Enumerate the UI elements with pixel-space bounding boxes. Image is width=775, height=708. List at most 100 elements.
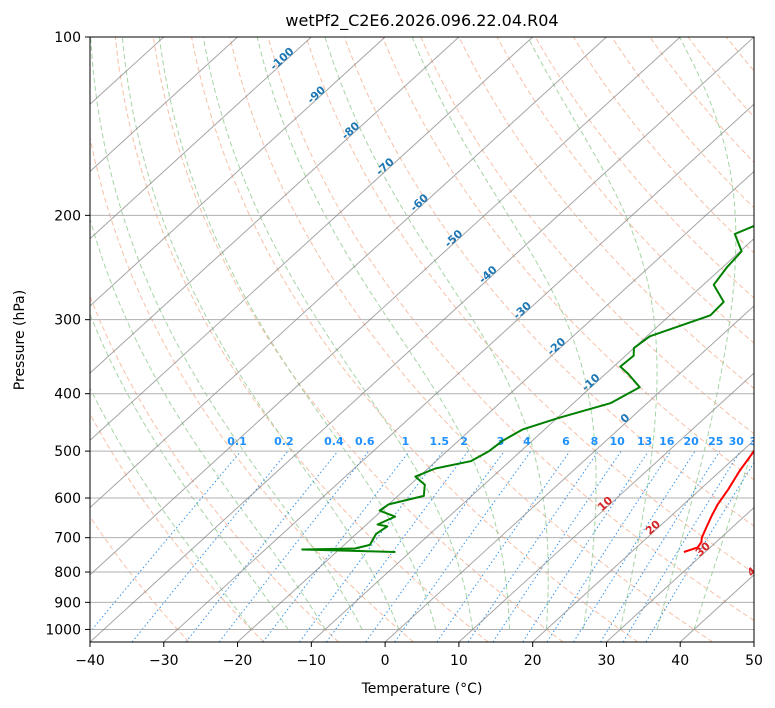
chart-title: wetPf2_C2E6.2026.096.22.04.R04 [285,11,558,31]
dry-adiabat [152,37,564,642]
isotherm-line [606,506,754,642]
isotherm-line [532,439,754,642]
dewpoint-trace [301,224,754,553]
moist-adiabat [121,37,400,630]
moist-adiabat [90,37,363,630]
mixing-ratio-line [546,450,672,642]
y-tick-label: 600 [54,491,81,507]
mixing-ratio-line [131,450,289,642]
mixing-ratio-label: 4 [523,435,531,448]
isotherm-line [237,170,754,642]
moist-adiabat [158,37,437,630]
dry-adiabat [420,37,754,435]
mixing-ratio-label: 16 [659,435,675,448]
x-tick-label: −10 [297,653,327,669]
y-tick-label: 800 [54,565,81,581]
x-tick-label: −40 [75,653,105,669]
mixing-ratio-label: 0.1 [227,435,247,448]
mixing-ratio-label: 10 [610,435,626,448]
mixing-ratio-label: 0.4 [324,435,344,448]
isotherm-line [90,37,681,576]
dry-adiabat [114,37,489,642]
mixing-ratio-line [325,450,469,642]
isotherm-line [90,37,534,442]
dry-adiabat [191,37,639,642]
plot-frame [89,36,755,643]
mixing-ratio-label: 8 [591,435,599,448]
isotherm-line [90,37,312,240]
y-axis-title: Pressure (hPa) [12,290,28,390]
moist-adiabat [90,313,289,630]
plot-area: -100-90-80-70-60-50-40-30-20-10010203040… [90,37,765,642]
y-tick-label: 900 [54,595,81,611]
x-tick-label: 10 [450,653,468,669]
mixing-ratio-line [90,450,242,633]
moist-adiabat [693,443,754,630]
y-tick-label: 500 [54,444,81,460]
moist-adiabat [90,217,326,630]
isotherm-line [90,37,386,307]
mixing-ratio-label: 20 [683,435,699,448]
y-tick-label: 700 [54,531,81,547]
mixing-ratio-label: 1 [402,435,410,448]
x-tick-label: 50 [745,653,763,669]
mixing-ratio-line [299,450,444,642]
isotherm-line [163,103,754,642]
isotherm-line [458,372,754,642]
mixing-ratio-line [185,450,339,642]
y-tick-label: 400 [54,387,81,403]
mixing-ratio-line [622,450,741,642]
moist-adiabat [324,37,549,630]
isotherm-annotation: 40 [745,559,765,579]
mixing-ratio-label: 6 [562,435,570,448]
moist-adiabat [90,387,252,630]
x-tick-label: −20 [223,653,253,669]
mixing-ratio-line [467,450,599,642]
dry-adiabat [382,37,754,481]
y-axis-ticks: 100 200 300 400 500 600 700 800 900 1000 [45,30,90,638]
dry-adiabat [90,412,265,642]
y-tick-label: 300 [54,313,81,329]
isotherms [90,37,754,642]
mixing-ratio-label: 1.5 [430,435,450,448]
mixing-ratio-label: 2 [460,435,468,448]
mixing-ratio-label: 13 [637,435,652,448]
moist-adiabat [411,37,597,630]
mixing-ratio-lines [90,450,754,642]
moist-adiabat [256,37,511,630]
x-tick-label: 30 [598,653,616,669]
x-tick-label: 40 [671,653,689,669]
y-tick-label: 200 [54,208,81,224]
x-tick-label: −30 [149,653,179,669]
x-tick-label: 20 [524,653,542,669]
moist-adiabats [90,37,754,630]
mixing-ratio-line [436,450,571,642]
mixing-ratio-line [522,450,650,642]
isotherm-line [310,237,754,642]
mixing-ratio-line [492,450,622,642]
y-tick-label: 100 [54,30,81,46]
y-tick-label: 1000 [45,622,81,638]
moist-adiabat [527,37,658,630]
moist-adiabat [656,37,737,630]
mixing-ratio-line [365,450,505,642]
mixing-ratio-label: 36 [749,435,765,448]
isotherm-line [90,37,607,509]
mixing-ratio-line [573,450,696,642]
dry-adiabat [458,37,754,389]
x-tick-label: 0 [381,653,390,669]
isotherm-line [90,37,460,374]
mixing-ratio-label: 30 [729,435,745,448]
isotherm-line [90,37,754,642]
sounding-traces [301,224,754,553]
dry-adiabat [534,37,754,299]
isotherm-line [90,37,238,173]
dry-adiabat [305,37,754,574]
mixing-ratio-label: 25 [708,435,723,448]
mixing-ratio-label: 0.2 [274,435,294,448]
dry-adiabat [343,37,754,527]
mixing-ratio-label: 0.6 [355,435,375,448]
x-axis-title: Temperature (°C) [361,681,483,697]
pressure-gridlines [90,37,754,630]
